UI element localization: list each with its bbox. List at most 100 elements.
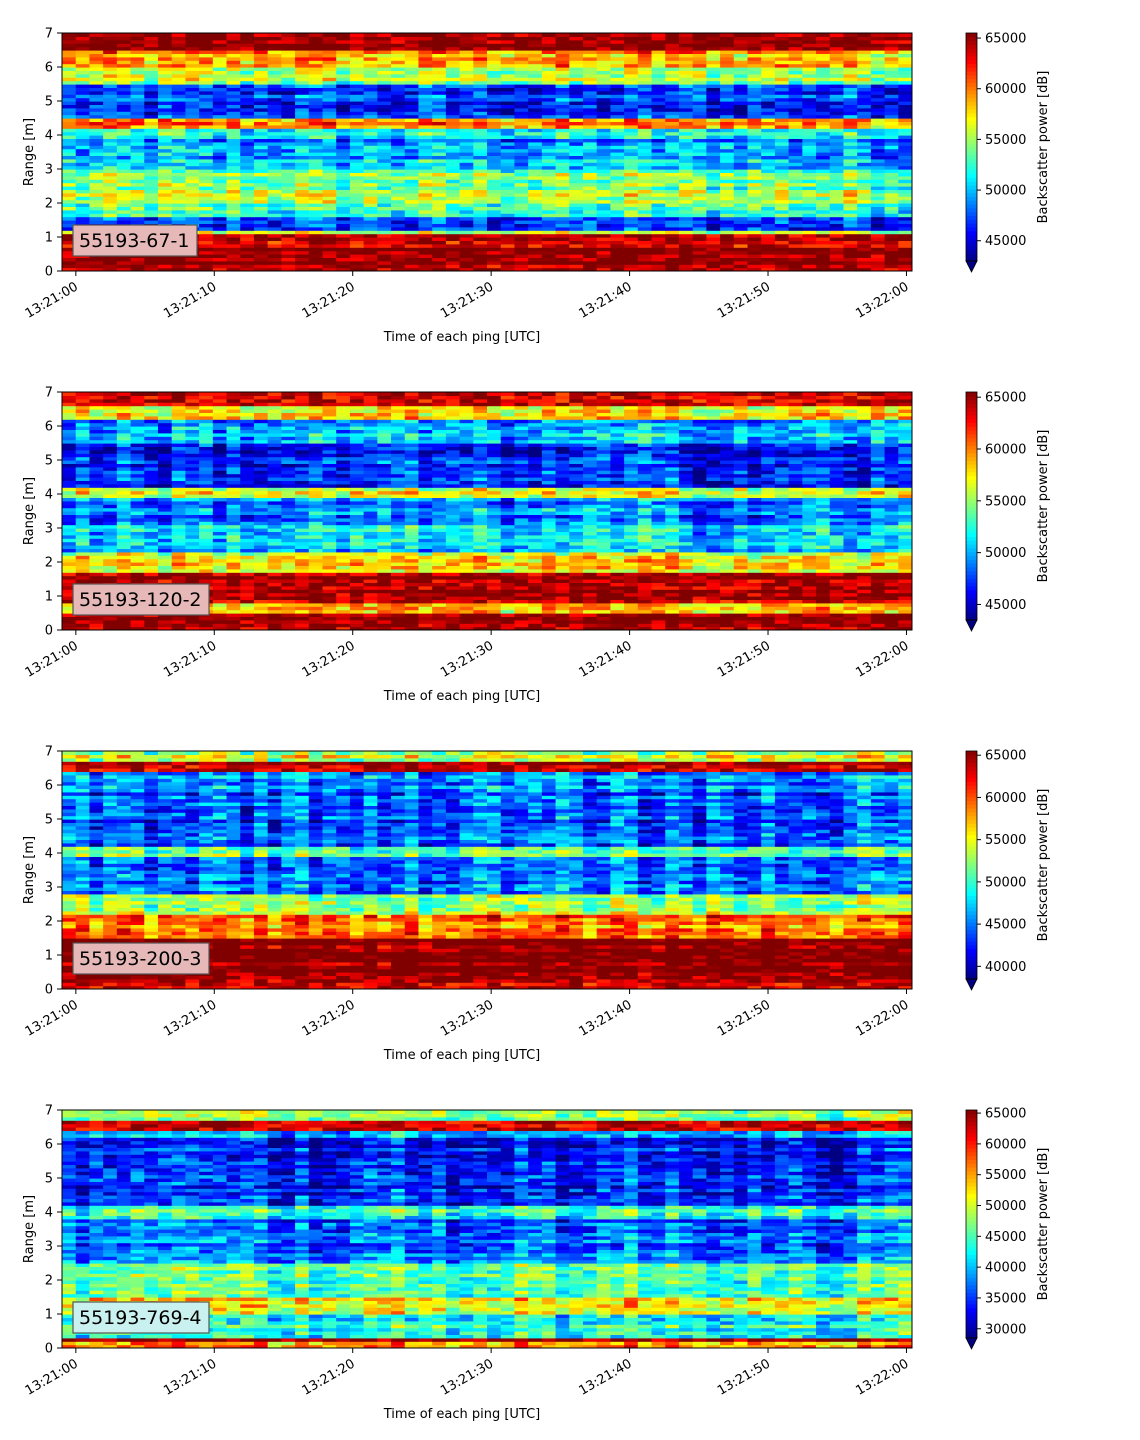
heatmap-cell	[377, 132, 391, 136]
heatmap-cell	[295, 176, 309, 180]
heatmap-cell	[364, 210, 378, 214]
heatmap-cell	[144, 217, 158, 221]
heatmap-cell	[158, 217, 172, 221]
heatmap-cell	[720, 142, 734, 146]
heatmap-cell	[528, 149, 542, 153]
heatmap-cell	[103, 200, 117, 204]
heatmap-cell	[761, 33, 775, 37]
heatmap-cell	[322, 149, 336, 153]
heatmap-cell	[761, 193, 775, 197]
heatmap-cell	[295, 210, 309, 214]
heatmap-cell	[871, 159, 885, 163]
heatmap-cell	[871, 132, 885, 136]
heatmap-cell	[706, 183, 720, 187]
heatmap-cell	[597, 166, 611, 170]
heatmap-cell	[597, 159, 611, 163]
heatmap-cell	[185, 183, 199, 187]
heatmap-cell	[624, 244, 638, 248]
heatmap-cell	[309, 227, 323, 231]
heatmap-cell	[391, 200, 405, 204]
heatmap-cell	[610, 149, 624, 153]
heatmap-cell	[199, 142, 213, 146]
heatmap-cell	[871, 176, 885, 180]
heatmap-cell	[227, 193, 241, 197]
heatmap-cell	[62, 132, 76, 136]
heatmap-cell	[720, 234, 734, 238]
heatmap-cell	[789, 244, 803, 248]
heatmap-cell	[62, 159, 76, 163]
heatmap-cell	[610, 132, 624, 136]
heatmap-cell	[514, 244, 528, 248]
heatmap-cell	[487, 132, 501, 136]
heatmap-cell	[679, 227, 693, 231]
heatmap-cell	[789, 217, 803, 221]
heatmap-cell	[857, 210, 871, 214]
heatmap-cell	[405, 200, 419, 204]
heatmap-cell	[843, 132, 857, 136]
heatmap-cell	[350, 200, 364, 204]
colorbar-segment	[966, 109, 977, 113]
heatmap-cell	[199, 244, 213, 248]
heatmap-cell	[418, 210, 432, 214]
heatmap-cell	[117, 166, 131, 170]
heatmap-cell	[789, 200, 803, 204]
heatmap-cell	[501, 149, 515, 153]
heatmap-cell	[556, 149, 570, 153]
heatmap-cell	[693, 264, 707, 268]
heatmap-cell	[432, 210, 446, 214]
colorbar-segment	[966, 56, 977, 60]
heatmap-cell	[816, 166, 830, 170]
heatmap-cell	[569, 193, 583, 197]
heatmap-cell	[802, 210, 816, 214]
heatmap-cell	[706, 264, 720, 268]
heatmap-cell	[213, 132, 227, 136]
heatmap-cell	[720, 149, 734, 153]
colorbar-segment	[966, 124, 977, 128]
heatmap-cell	[144, 159, 158, 163]
heatmap-cell	[789, 234, 803, 238]
heatmap-cell	[405, 264, 419, 268]
heatmap-cell	[747, 264, 761, 268]
heatmap-cell	[391, 142, 405, 146]
heatmap-cell	[610, 193, 624, 197]
heatmap-cell	[487, 142, 501, 146]
heatmap-cell	[473, 176, 487, 180]
colorbar-segment	[966, 162, 977, 166]
heatmap-cell	[652, 142, 666, 146]
heatmap-cell	[487, 193, 501, 197]
heatmap-cell	[528, 159, 542, 163]
heatmap-cell	[665, 193, 679, 197]
heatmap-cell	[76, 149, 90, 153]
heatmap-cell	[487, 200, 501, 204]
heatmap-cell	[843, 183, 857, 187]
heatmap-cell	[830, 227, 844, 231]
heatmap-cell	[885, 200, 899, 204]
heatmap-cell	[857, 33, 871, 37]
heatmap-cell	[460, 183, 474, 187]
heatmap-cell	[843, 193, 857, 197]
heatmap-cell	[775, 149, 789, 153]
heatmap-cell	[336, 251, 350, 255]
heatmap-cell	[281, 264, 295, 268]
heatmap-cell	[460, 210, 474, 214]
heatmap-cell	[871, 264, 885, 268]
colorbar-segment	[966, 90, 977, 94]
heatmap-cell	[885, 217, 899, 221]
heatmap-cell	[583, 244, 597, 248]
heatmap-cell	[364, 251, 378, 255]
heatmap-cell	[542, 149, 556, 153]
heatmap-cell	[898, 251, 912, 255]
colorbar-segment	[966, 71, 977, 75]
heatmap-cell	[487, 244, 501, 248]
heatmap-cell	[761, 159, 775, 163]
heatmap-cell	[679, 33, 693, 37]
heatmap-cell	[144, 33, 158, 37]
heatmap-cell	[597, 251, 611, 255]
heatmap-cell	[336, 217, 350, 221]
heatmap-cell	[597, 227, 611, 231]
heatmap-cell	[775, 264, 789, 268]
heatmap-cell	[432, 244, 446, 248]
colorbar-segment	[966, 196, 977, 200]
